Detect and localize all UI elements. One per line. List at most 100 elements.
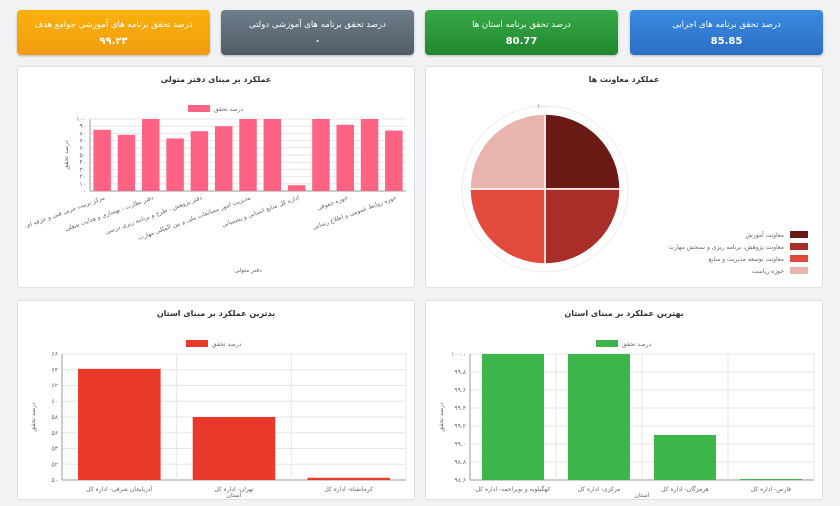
- legend-swatch: [790, 255, 808, 262]
- y-tick-label: ۶۰: [52, 398, 58, 405]
- y-tick-label: ۲۰: [80, 174, 86, 181]
- y-tick-label: ۹۹.۸: [454, 369, 466, 376]
- bar: [482, 354, 544, 480]
- worst-province-card: بدترین عملکرد بر مبنای استان درصد تحقق ۵۰…: [17, 300, 415, 500]
- y-tick-label: ۱۰۰.۰: [451, 351, 466, 358]
- bar: [307, 477, 390, 480]
- worst-province-title: بدترین عملکرد بر مبنای استان: [156, 309, 276, 318]
- kpi-government-value: ۰: [314, 36, 321, 47]
- y-tick-label: ۴۰: [80, 159, 86, 166]
- x-tick-label: مرکز تربیت مربی فنی و حرفه ای: [25, 194, 106, 229]
- x-tick-label: هرمزگان- اداره کل: [661, 485, 709, 493]
- x-tick-label: حوزه روابط عمومی و اطلاع رسانی: [312, 194, 398, 231]
- legend-swatch: [790, 267, 808, 274]
- kpi-province-value: 80.77: [505, 36, 538, 47]
- x-tick-label: آذربایجان شرقی- اداره کل: [86, 484, 152, 493]
- bar: [142, 119, 160, 191]
- y-tick-label: ۵۲: [52, 461, 58, 468]
- pie-slice: [469, 113, 546, 190]
- bar: [287, 185, 306, 191]
- y-tick-label: ۵۶: [52, 430, 58, 437]
- y-tick-label: ۶۰: [80, 145, 86, 152]
- legend-label: معاونت پژوهش، برنامه ریزی و سنجش مهارت: [668, 244, 784, 251]
- x-axis-label: استان: [227, 492, 242, 499]
- pie-slice: [469, 188, 546, 265]
- bar: [654, 435, 716, 480]
- legend-swatch: [790, 231, 808, 238]
- y-tick-label: ۹۹.۴: [454, 405, 466, 412]
- y-tick-label: ۹۹.۰: [454, 441, 466, 448]
- bar: [93, 129, 111, 191]
- bar: [239, 119, 257, 191]
- x-axis-label: دفتر متولی: [234, 267, 262, 274]
- bar: [78, 368, 161, 480]
- kpi-executive-title: درصد تحقق برنامه های اجرایی: [672, 20, 781, 30]
- best-province-title: بهترین عملکرد بر مبنای استان: [564, 309, 684, 318]
- x-tick-label: حوزه حقوقی: [316, 194, 349, 212]
- y-tick-label: ۳۰: [80, 166, 86, 173]
- y-tick-label: ۷۰: [80, 138, 86, 145]
- y-tick-label: ۹۹.۲: [454, 423, 466, 430]
- y-tick-label: ۰: [83, 188, 86, 195]
- bar: [166, 138, 184, 191]
- legend-swatch: [790, 243, 808, 250]
- pie-slice: [544, 188, 621, 265]
- x-tick-label: فارس- اداره کل: [751, 486, 791, 493]
- bar: [190, 131, 209, 191]
- best-province-card: بهترین عملکرد بر مبنای استان درصد تحقق ۹۸…: [425, 300, 823, 500]
- x-tick-label: تهران- اداره کل: [214, 486, 254, 493]
- kpi-community-value: ۹۹.۲۳: [99, 36, 128, 47]
- radial-scale-label: ۱۰۰: [537, 103, 547, 110]
- y-tick-label: ۱۰۰: [76, 116, 86, 123]
- legend-label: معاونت توسعه مدیریت و منابع: [709, 256, 784, 263]
- legend-label: حوزه ریاست: [752, 268, 784, 275]
- x-tick-label: کرمانشاه- اداره کل: [324, 486, 373, 493]
- y-tick-label: ۶۶: [52, 351, 58, 358]
- legend-swatch: [188, 105, 210, 112]
- kpi-executive-value: 85.85: [710, 36, 743, 47]
- legend-label: معاونت آموزش: [745, 230, 784, 239]
- legend-swatch: [186, 340, 208, 347]
- legend-label: درصد تحقق: [212, 341, 242, 348]
- deputy-pie-chart: ۱۰۰ معاونت آموزش معاونت پژوهش، برنامه ریزی…: [461, 103, 808, 275]
- bar: [740, 479, 802, 480]
- kpi-community-training[interactable]: درصد تحقق برنامه های آموزشی جوامع هدف ۹۹…: [17, 10, 210, 55]
- bar: [385, 130, 403, 191]
- legend-swatch: [596, 340, 618, 347]
- y-tick-label: ۹۸.۸: [454, 459, 466, 466]
- y-tick-label: ۸۰: [80, 130, 86, 137]
- y-axis-label: درصد تحقق: [30, 402, 37, 432]
- worst-province-bar-chart: درصد تحقق ۵۰ ۵۲ ۵۴ ۵۶ ۵۸ ۶۰ ۶۲ ۶۴ ۶۶ آذربایجان شرق…: [30, 340, 407, 499]
- x-axis-label: استان: [635, 492, 650, 499]
- kpi-executive-programs[interactable]: درصد تحقق برنامه های اجرایی 85.85: [630, 10, 823, 55]
- y-tick-label: ۹۰: [80, 123, 86, 130]
- y-axis-label: درصد تحقق: [63, 140, 70, 170]
- x-tick-label: کهگیلویه و بویراحمد- اداره کل: [476, 485, 551, 493]
- y-tick-label: ۹۸.۶: [454, 477, 466, 484]
- bar: [117, 134, 136, 191]
- bar: [360, 119, 379, 191]
- y-tick-label: ۶۴: [52, 367, 58, 374]
- deputy-chart-title: عملکرد معاونت ها: [588, 75, 660, 84]
- y-tick-label: ۵۰: [52, 477, 58, 484]
- legend-label: درصد تحقق: [622, 341, 652, 348]
- y-tick-label: ۵۸: [52, 414, 59, 421]
- kpi-community-title: درصد تحقق برنامه های آموزشی جوامع هدف: [34, 20, 193, 30]
- best-province-bar-chart: درصد تحقق ۹۸.۶ ۹۸.۸ ۹۹.۰ ۹۹.۲ ۹۹.۴ ۹۹.۶ ۹۹.۸ ۱۰۰…: [438, 340, 815, 499]
- y-tick-label: ۵۴: [52, 446, 58, 453]
- kpi-province-title: درصد تحقق برنامه استان ها: [472, 20, 571, 30]
- office-chart-card: عملکرد بر مبنای دفتر متولی درصد تحقق ۰ ۱۰ ۲…: [17, 66, 415, 288]
- bar: [192, 417, 276, 480]
- legend-label: درصد تحقق: [214, 106, 244, 113]
- y-tick-label: ۶۲: [52, 383, 58, 390]
- radial-grid: [461, 105, 629, 273]
- y-axis-label: درصد تحقق: [438, 402, 445, 432]
- x-tick-label: مرکزی- اداره کل: [578, 486, 621, 493]
- kpi-province-programs[interactable]: درصد تحقق برنامه استان ها 80.77: [425, 10, 618, 55]
- kpi-government-training[interactable]: درصد تحقق برنامه های آموزشی دولتی ۰: [221, 10, 414, 55]
- bar: [312, 119, 330, 191]
- y-tick-label: ۹۹.۶: [454, 387, 466, 394]
- bar: [568, 354, 630, 480]
- bar: [214, 126, 233, 191]
